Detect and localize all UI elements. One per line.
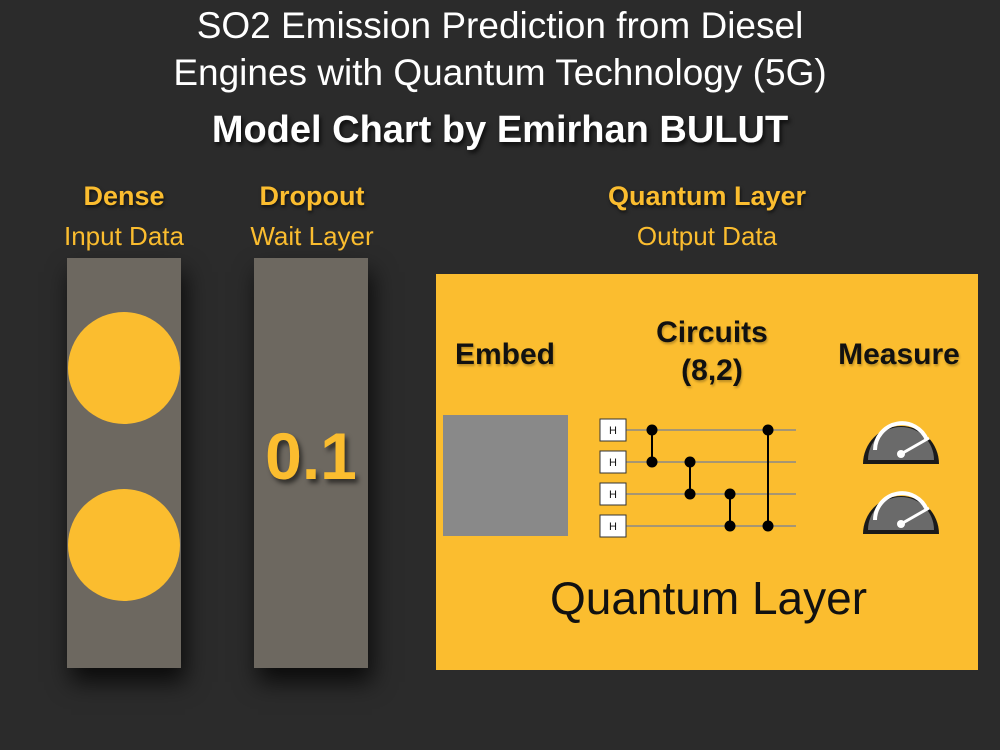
dropout-subheading: Wait Layer (250, 221, 374, 251)
cnot-gate-icon (724, 488, 736, 532)
gauge-meter-icon (863, 421, 939, 464)
gauge-meter-icon (863, 491, 939, 534)
title-line-2: Engines with Quantum Technology (5G) (173, 52, 827, 93)
dense-header: Dense Input Data (48, 181, 200, 251)
dropout-rate-value: 0.1 (265, 419, 357, 493)
dense-neuron-1 (68, 312, 180, 424)
quantum-circuit-diagram: H H H H (599, 418, 796, 538)
cnot-gate-icon (646, 424, 658, 468)
svg-text:H: H (609, 521, 617, 533)
title-line-1: SO2 Emission Prediction from Diesel (196, 5, 804, 46)
cnot-gates (646, 424, 774, 532)
circuits-label-line1: Circuits (656, 316, 768, 349)
svg-text:H: H (609, 489, 617, 501)
svg-text:H: H (609, 425, 617, 437)
hadamard-gate-icon: H (599, 450, 627, 474)
dropout-heading: Dropout (259, 181, 365, 211)
quantum-heading: Quantum Layer (607, 181, 807, 211)
title-author: Model Chart by Emirhan BULUT (211, 109, 789, 151)
dropout-header: Dropout Wait Layer (232, 181, 392, 251)
cnot-gate-icon (684, 456, 696, 500)
dense-heading: Dense (83, 181, 165, 211)
embed-label: Embed (454, 338, 556, 371)
cnot-gate-icon (762, 424, 774, 532)
measure-label: Measure (838, 338, 960, 371)
hadamard-gates: H H H H (599, 418, 627, 538)
qubit-wires (624, 429, 796, 527)
circuits-label-line2: (8,2) (681, 354, 743, 387)
embed-block (443, 415, 568, 536)
dropout-layer-panel: 0.1 (254, 258, 368, 668)
hadamard-gate-icon: H (599, 514, 627, 538)
hadamard-gate-icon: H (599, 418, 627, 442)
hadamard-gate-icon: H (599, 482, 627, 506)
dense-subheading: Input Data (64, 221, 184, 251)
dense-layer-panel (67, 258, 181, 668)
dense-neuron-2 (68, 489, 180, 601)
quantum-subheading: Output Data (636, 221, 778, 251)
svg-text:H: H (609, 457, 617, 469)
quantum-layer-box: Embed Circuits (8,2) Measure H H H H Quantu… (436, 274, 978, 670)
circuits-label: Circuits (8,2) (622, 314, 802, 390)
quantum-header: Quantum Layer Output Data (572, 181, 842, 251)
quantum-layer-footer: Quantum Layer (549, 572, 868, 624)
